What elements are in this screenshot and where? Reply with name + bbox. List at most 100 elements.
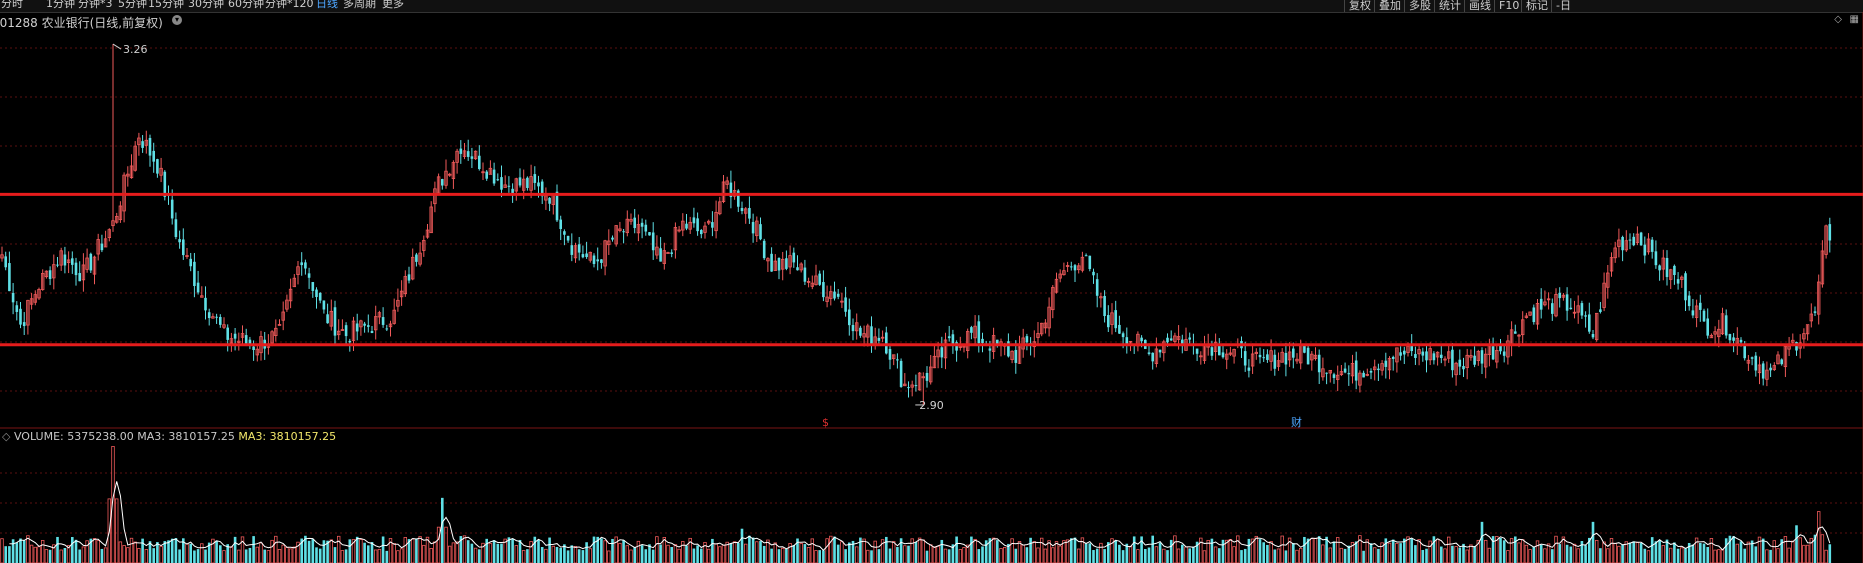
volume-bar [799, 543, 803, 563]
candle-body [1306, 347, 1310, 365]
candle-body [1387, 358, 1392, 371]
volume-bar [721, 544, 726, 563]
volume-bar [1010, 538, 1014, 563]
candle-body [118, 205, 123, 221]
volume-bar [1132, 536, 1136, 563]
volume-bar [300, 538, 303, 563]
volume-bar [1350, 542, 1355, 563]
toolbar-overlay-button[interactable]: 叠加 [1374, 0, 1405, 12]
candle-body [1720, 313, 1725, 335]
volume-bar [1051, 547, 1055, 563]
candle-body [107, 229, 111, 239]
toolbar-day-button[interactable]: -日 [1551, 0, 1575, 12]
toolbar-fuquan-button[interactable]: 复权 [1344, 0, 1375, 12]
toolbar-item-5min[interactable]: 5分钟 [118, 0, 147, 10]
volume-bar [182, 538, 185, 563]
volume-bar [766, 539, 770, 563]
candle-body [1118, 324, 1121, 334]
volume-bar [773, 542, 777, 563]
volume-bar [748, 535, 751, 563]
candle-body [277, 324, 282, 326]
toolbar-item-3min[interactable]: 分钟*3 [78, 0, 113, 10]
volume-bar [1029, 537, 1032, 563]
candle-body [1350, 363, 1355, 377]
candle-body [1473, 355, 1476, 365]
volume-bar [940, 539, 944, 563]
volume-bar [311, 539, 315, 563]
volume-bar [1757, 536, 1762, 563]
toolbar-item-more[interactable]: 更多 [382, 0, 404, 10]
candle-body [1384, 360, 1388, 367]
volume-bar [1136, 549, 1140, 563]
candle-body [1628, 239, 1632, 241]
volume-bar [1709, 538, 1714, 563]
volume-bar [1236, 535, 1240, 563]
candle-body [1709, 334, 1714, 339]
toolbar-item-daily[interactable]: 日线 [316, 0, 338, 10]
volume-bar [441, 497, 444, 563]
candle-body [300, 262, 303, 266]
volume-bar [1166, 550, 1169, 563]
volume-bar [1169, 539, 1173, 563]
volume-bar [818, 550, 821, 563]
toolbar-item-multi-period[interactable]: 多周期 [343, 0, 376, 10]
volume-bar [729, 543, 733, 563]
volume-bar [1114, 540, 1117, 563]
volume-bar [999, 548, 1003, 563]
volume-bar [229, 546, 234, 563]
volume-bar [1750, 540, 1754, 563]
volume-bar [563, 544, 566, 563]
volume-bar [840, 541, 844, 563]
candle-body [196, 282, 200, 293]
toolbar-item-15min[interactable]: 15分钟 [148, 0, 184, 10]
candle-body [585, 253, 588, 258]
candle-body [1609, 257, 1614, 272]
candle-body [1310, 353, 1314, 361]
candle-body [518, 177, 522, 186]
toolbar-mark-button[interactable]: 标记 [1521, 0, 1552, 12]
candle-body [555, 191, 559, 221]
candle-body [566, 235, 570, 241]
volume-bar [1602, 541, 1606, 563]
volume-bar [844, 549, 847, 563]
candle-body [1724, 315, 1728, 336]
candle-body [1166, 337, 1169, 343]
volume-bar [1717, 549, 1721, 563]
volume-bar [1377, 548, 1380, 563]
volume-bar [592, 536, 596, 563]
toolbar-item-120min[interactable]: 分钟*120 [265, 0, 314, 10]
candle-body [818, 273, 821, 285]
toolbar-stats-button[interactable]: 统计 [1434, 0, 1465, 12]
volume-bar [1228, 539, 1233, 563]
candle-body [152, 150, 155, 162]
candle-body [355, 323, 359, 332]
candle-body [170, 199, 174, 219]
volume-bar [1565, 544, 1569, 563]
volume-bar [4, 546, 7, 563]
dividend-marker[interactable]: $ [822, 416, 829, 429]
volume-bar [1195, 541, 1199, 563]
volume-bar [1428, 540, 1432, 563]
toolbar-item-1min[interactable]: 1分钟 [46, 0, 75, 10]
finance-report-marker[interactable]: 财 [1291, 415, 1302, 429]
toolbar-item-minute[interactable]: 分时 [1, 0, 23, 10]
diamond-icon[interactable]: ◇ [1834, 14, 1842, 25]
volume-bar [1077, 548, 1081, 563]
toolbar-item-60min[interactable]: 60分钟 [228, 0, 264, 10]
candle-body [1040, 322, 1044, 335]
toolbar-draw-button[interactable]: 画线 [1464, 0, 1495, 12]
toolbar-item-30min[interactable]: 30分钟 [188, 0, 224, 10]
toolbar-f10-button[interactable]: F10 [1494, 0, 1523, 12]
candle-body [1199, 355, 1203, 358]
candle-body [1373, 366, 1377, 371]
candle-body [1769, 367, 1772, 371]
candle-body [662, 250, 666, 264]
volume-bar [862, 538, 866, 563]
toolbar-multistock-button[interactable]: 多股 [1404, 0, 1435, 12]
volume-bar [855, 546, 859, 563]
candle-body [862, 333, 866, 338]
chevron-down-icon[interactable]: ▾ [172, 15, 182, 25]
corner-grid-icon[interactable]: ▦ [1849, 14, 1859, 25]
candle-body [1635, 233, 1640, 243]
